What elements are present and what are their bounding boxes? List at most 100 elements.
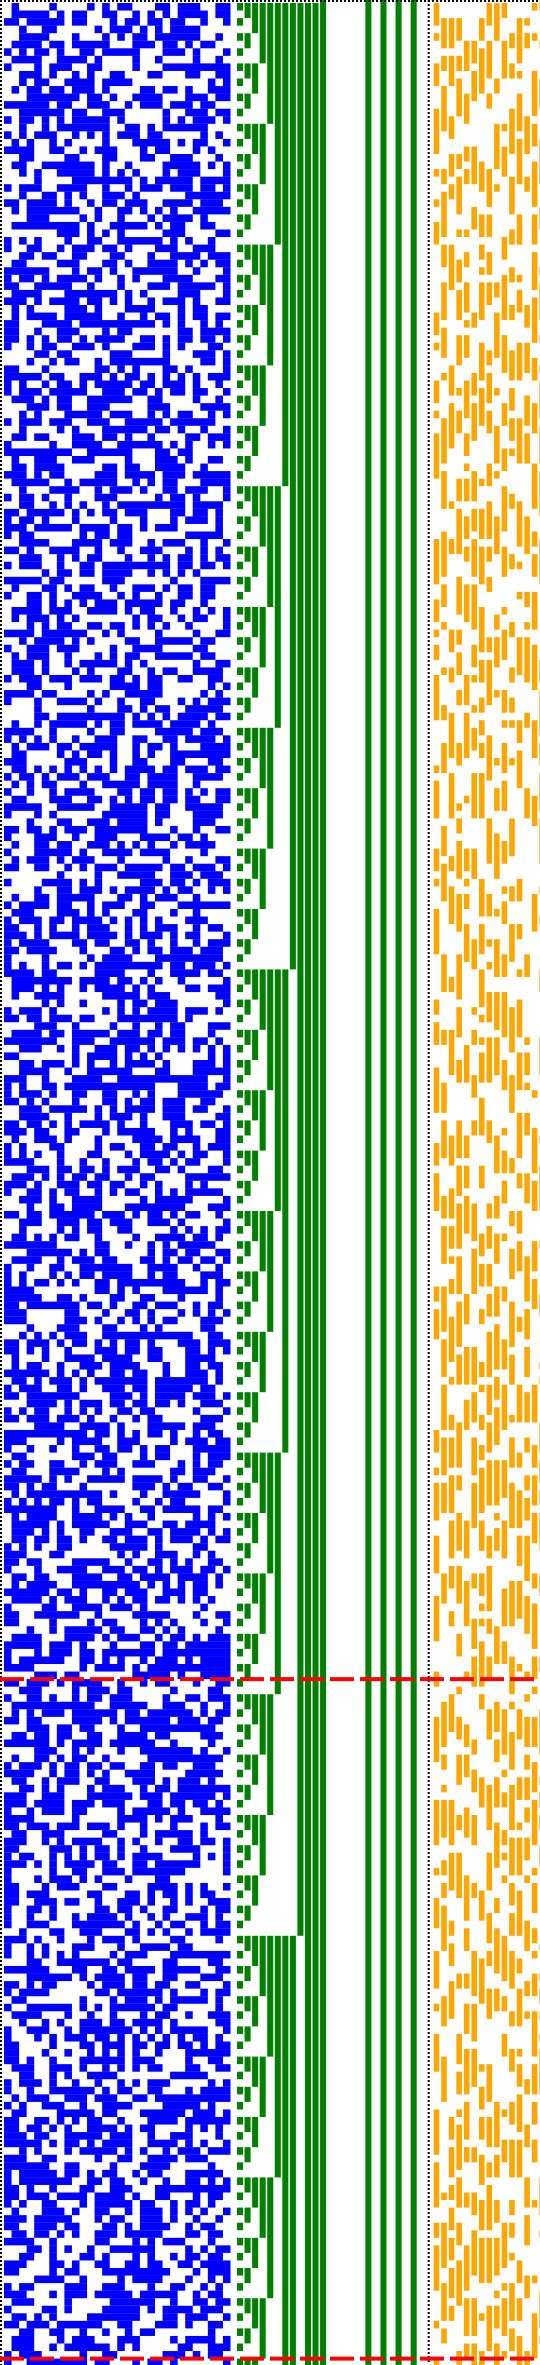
- random-cell: [4, 727, 35, 736]
- random-cell: [200, 2207, 208, 2216]
- random-cell: [71, 252, 88, 260]
- random-cell: [207, 1550, 216, 1559]
- output-cell-run: [516, 999, 523, 1038]
- random-cell: [71, 1513, 103, 1521]
- output-cell-run: [463, 335, 470, 358]
- random-cell: [102, 1769, 110, 1778]
- random-cell: [71, 1815, 80, 1823]
- random-cell: [11, 478, 50, 487]
- random-cell: [56, 1588, 72, 1597]
- random-cell: [222, 2109, 231, 2117]
- random-cell: [4, 1346, 20, 1355]
- output-cell-run: [531, 2064, 538, 2095]
- random-cell: [26, 1513, 57, 1521]
- random-cell: [64, 2169, 80, 2178]
- random-cell: [132, 191, 140, 200]
- random-cell: [26, 946, 57, 955]
- random-cell: [19, 1195, 42, 1204]
- random-cell: [56, 1165, 72, 1174]
- counter-cell-run: [237, 2328, 244, 2336]
- random-cell: [117, 1747, 125, 1755]
- random-cell: [49, 1029, 65, 1038]
- random-cell: [79, 1852, 88, 1861]
- random-cell: [94, 969, 125, 977]
- random-cell: [109, 1188, 118, 1196]
- random-cell: [117, 1724, 125, 1732]
- random-cell: [147, 2252, 155, 2261]
- random-cell: [49, 1475, 57, 1483]
- output-cell-run: [463, 1044, 470, 1083]
- random-cell: [56, 380, 72, 389]
- output-cell-run: [463, 1973, 470, 1989]
- random-cell: [132, 1611, 171, 1619]
- random-cell: [87, 1475, 125, 1483]
- output-cell-run: [471, 1007, 477, 1015]
- output-cell-run: [456, 652, 462, 675]
- random-cell: [71, 2260, 80, 2268]
- random-cell: [147, 214, 155, 222]
- random-cell: [87, 267, 103, 275]
- random-cell: [94, 2207, 110, 2216]
- random-cell: [4, 418, 12, 426]
- random-cell: [200, 403, 231, 411]
- random-cell: [94, 984, 125, 993]
- random-cell: [132, 93, 163, 102]
- random-cell: [56, 712, 125, 721]
- random-cell: [87, 1686, 110, 1695]
- output-cell-run: [531, 2200, 538, 2208]
- random-cell: [185, 546, 193, 555]
- random-cell: [19, 380, 27, 389]
- random-cell: [124, 508, 148, 517]
- random-cell: [170, 758, 186, 766]
- counter-cell-run: [237, 501, 244, 509]
- random-cell: [207, 1558, 223, 1566]
- random-cell: [170, 1739, 178, 1748]
- random-cell: [147, 403, 171, 411]
- random-cell: [41, 961, 50, 970]
- counter-cell-run: [237, 924, 244, 932]
- random-cell: [124, 607, 133, 615]
- output-cell-run: [441, 742, 447, 774]
- random-cell: [11, 984, 35, 993]
- counter-cell-run: [252, 969, 259, 1000]
- random-cell: [26, 1694, 42, 1702]
- random-cell: [207, 78, 216, 87]
- random-cell: [200, 1928, 231, 1936]
- random-cell: [147, 10, 155, 19]
- output-cell-run: [471, 2230, 477, 2276]
- output-cell-run: [441, 18, 447, 49]
- random-cell: [207, 2101, 216, 2110]
- random-cell: [177, 327, 193, 336]
- random-cell: [4, 1014, 20, 1023]
- random-cell: [34, 765, 42, 774]
- random-cell: [49, 3, 57, 11]
- random-cell: [4, 2041, 20, 2050]
- output-cell-run: [448, 1135, 455, 1166]
- random-cell: [147, 1271, 155, 1279]
- output-cell-run: [463, 320, 470, 328]
- output-cell-run: [433, 1286, 440, 1302]
- random-cell: [124, 1188, 140, 1196]
- random-cell: [94, 1664, 125, 1672]
- random-cell: [170, 2200, 178, 2208]
- output-cell-run: [463, 1399, 470, 1430]
- random-cell: [177, 116, 186, 124]
- random-cell: [109, 1037, 155, 1045]
- random-cell: [41, 516, 50, 524]
- random-cell: [4, 848, 12, 857]
- random-cell: [11, 1633, 42, 1642]
- output-cell-run: [433, 380, 440, 404]
- random-cell: [155, 1022, 163, 1030]
- random-cell: [19, 1407, 27, 1415]
- counter-cell-run: [244, 1724, 251, 1740]
- output-cell-run: [509, 1784, 515, 1831]
- random-cell: [215, 2041, 231, 2050]
- output-cell-run: [531, 1603, 538, 1649]
- random-cell: [192, 1596, 201, 1604]
- random-cell: [185, 705, 223, 713]
- output-cell-run: [463, 2245, 470, 2291]
- random-cell: [4, 2320, 20, 2329]
- random-cell: [102, 1467, 110, 1476]
- output-cell-run: [479, 2086, 485, 2110]
- output-cell-run: [501, 629, 508, 660]
